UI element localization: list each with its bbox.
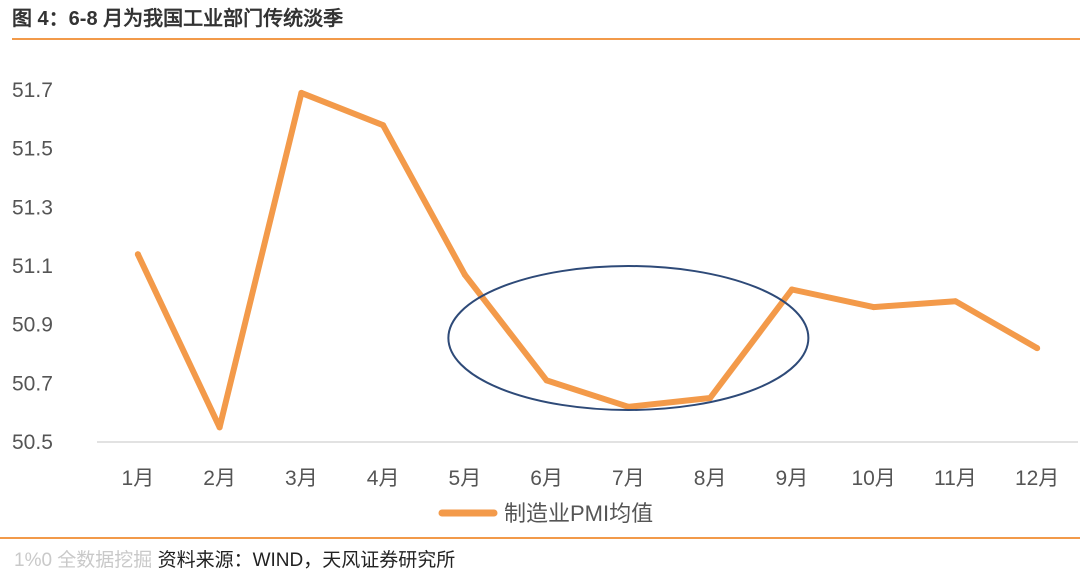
data-point: [380, 122, 387, 129]
data-point: [625, 403, 632, 410]
highlight-ellipse: [447, 265, 810, 411]
data-point: [543, 377, 550, 384]
legend-label: 制造业PMI均值: [504, 501, 653, 526]
x-axis-ticks: 1月 2月 3月 4月 5月 6月 7月 8月 9月 10月 11月 12月: [122, 467, 1060, 490]
x-tick-label: 11月: [934, 467, 977, 490]
y-tick-label: 51.5: [12, 138, 53, 161]
data-point: [298, 89, 305, 96]
line-chart: 50.5 50.7 50.9 51.1 51.3 51.5 51.7 1月 2月 3月 4月 5月 6…: [12, 79, 1078, 526]
data-point: [461, 271, 468, 278]
x-tick-label: 12月: [1015, 467, 1059, 490]
legend: 制造业PMI均值: [438, 501, 653, 526]
x-tick-label: 10月: [851, 467, 895, 490]
x-tick-label: 3月: [285, 467, 318, 490]
watermark: 1%0 全数据挖掘: [14, 550, 153, 571]
x-tick-label: 5月: [449, 467, 482, 490]
y-tick-label: 51.3: [12, 196, 53, 219]
x-tick-label: 6月: [530, 467, 563, 490]
x-tick-label: 4月: [367, 467, 400, 490]
title-rule: [12, 38, 1080, 40]
source-text: 资料来源：WIND，天风证券研究所: [157, 550, 456, 571]
y-axis-ticks: 50.5 50.7 50.9 51.1 51.3 51.5 51.7: [12, 79, 53, 454]
series-layer: [134, 89, 1041, 431]
data-point: [952, 298, 959, 305]
source-note: 1%0 全数据挖掘 资料来源：WIND，天风证券研究所: [14, 545, 455, 572]
x-tick-label: 7月: [612, 467, 645, 490]
y-tick-label: 50.7: [12, 372, 53, 395]
data-point: [870, 304, 877, 311]
x-tick-label: 2月: [203, 467, 236, 490]
y-tick-label: 50.5: [12, 431, 53, 454]
x-tick-label: 1月: [122, 467, 155, 490]
y-tick-label: 51.7: [12, 79, 53, 102]
data-point: [1034, 345, 1041, 352]
data-point: [134, 251, 141, 258]
data-point: [216, 424, 223, 431]
data-point: [707, 395, 714, 401]
figure-title: 图 4：6-8 月为我国工业部门传统淡季: [12, 8, 344, 30]
series-line: [134, 89, 1041, 431]
y-tick-label: 51.1: [12, 255, 53, 278]
source-rule: [0, 537, 1080, 539]
data-point: [788, 286, 795, 293]
x-tick-label: 8月: [694, 467, 727, 490]
y-tick-label: 50.9: [12, 314, 53, 337]
x-tick-label: 9月: [776, 467, 809, 490]
